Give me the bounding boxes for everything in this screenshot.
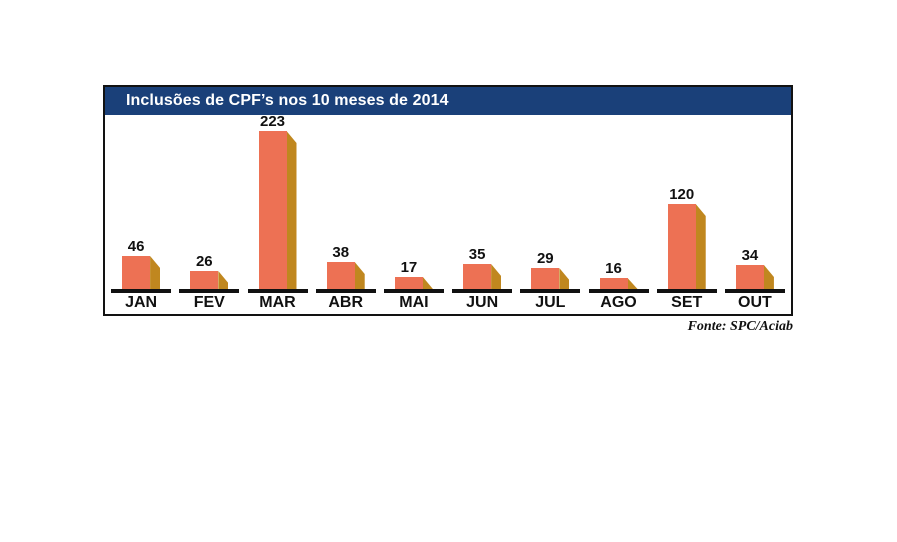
category-label-fev: FEV bbox=[193, 294, 225, 311]
bar-fev bbox=[190, 271, 229, 289]
bar-front-out bbox=[735, 265, 764, 289]
bar-side-mai bbox=[422, 277, 433, 289]
bar-mar bbox=[258, 131, 297, 289]
bar-front-abr bbox=[326, 262, 355, 289]
category-baseline-ago bbox=[588, 289, 649, 293]
source-note: Fonte: SPC/Aciab bbox=[687, 319, 793, 334]
category-jul: 29 JUL bbox=[516, 251, 584, 314]
bar-side-jul bbox=[559, 268, 570, 289]
bar-side-ago bbox=[627, 278, 638, 289]
category-label-set: SET bbox=[671, 294, 703, 311]
category-baseline-mai bbox=[383, 289, 444, 293]
category-label-jan: JAN bbox=[125, 294, 158, 311]
category-set: 120 SET bbox=[653, 187, 721, 314]
bar-front-mai bbox=[394, 277, 423, 289]
category-baseline-jun bbox=[452, 289, 513, 293]
bar-front-fev bbox=[190, 271, 219, 289]
bar-value-label-mai: 17 bbox=[400, 259, 418, 276]
category-label-mar: MAR bbox=[259, 294, 296, 311]
category-ago: 16 AGO bbox=[584, 261, 652, 314]
category-baseline-jan bbox=[111, 289, 172, 293]
bar-value-label-abr: 38 bbox=[332, 244, 350, 261]
category-baseline-mar bbox=[247, 289, 308, 293]
bar-mai bbox=[394, 277, 433, 289]
category-jan: 46 JAN bbox=[107, 239, 175, 314]
category-baseline-set bbox=[656, 289, 717, 293]
category-jun: 35 JUN bbox=[448, 247, 516, 314]
category-baseline-fev bbox=[179, 289, 240, 293]
bar-value-label-set: 120 bbox=[669, 186, 695, 203]
bar-set bbox=[667, 204, 706, 289]
category-mar: 223 MAR bbox=[243, 114, 311, 314]
bar-front-jun bbox=[463, 264, 492, 289]
bar-out bbox=[735, 265, 774, 289]
bar-front-jul bbox=[531, 268, 560, 289]
chart-panel: Inclusões de CPF’s nos 10 meses de 2014 … bbox=[103, 85, 793, 316]
bar-front-ago bbox=[599, 278, 628, 289]
bar-jun bbox=[463, 264, 502, 289]
bar-jan bbox=[122, 256, 161, 289]
category-label-mai: MAI bbox=[399, 294, 429, 311]
bar-value-label-jun: 35 bbox=[468, 246, 486, 263]
category-label-abr: ABR bbox=[328, 294, 364, 311]
category-label-out: OUT bbox=[738, 294, 772, 311]
bar-value-label-mar: 223 bbox=[259, 113, 286, 130]
chart-header: Inclusões de CPF’s nos 10 meses de 2014 bbox=[105, 87, 791, 115]
category-label-jun: JUN bbox=[466, 294, 499, 311]
bar-side-abr bbox=[354, 262, 365, 289]
bar-abr bbox=[326, 262, 365, 289]
category-label-jul: JUL bbox=[535, 294, 566, 311]
chart-title: Inclusões de CPF’s nos 10 meses de 2014 bbox=[126, 92, 449, 109]
bar-ago bbox=[599, 278, 638, 289]
category-baseline-out bbox=[724, 289, 785, 293]
bar-value-label-fev: 26 bbox=[195, 253, 213, 270]
category-fev: 26 FEV bbox=[175, 254, 243, 314]
bar-front-jan bbox=[122, 256, 151, 289]
plot-area: 46 JAN 26 FEV 223 MAR 38 ABR 17 MAI 35 JUN 29 JUL 16 AG… bbox=[105, 114, 791, 314]
bar-front-set bbox=[667, 204, 696, 289]
bar-side-fev bbox=[218, 271, 229, 289]
category-abr: 38 ABR bbox=[312, 245, 380, 314]
category-baseline-jul bbox=[520, 289, 581, 293]
bar-front-mar bbox=[258, 131, 287, 289]
bar-side-mar bbox=[286, 131, 297, 289]
bar-value-label-jan: 46 bbox=[127, 238, 145, 255]
category-mai: 17 MAI bbox=[380, 260, 448, 314]
bar-side-jun bbox=[491, 264, 502, 289]
bar-value-label-jul: 29 bbox=[536, 250, 554, 267]
category-label-ago: AGO bbox=[600, 294, 637, 311]
bar-value-label-ago: 16 bbox=[605, 260, 622, 277]
category-baseline-abr bbox=[315, 289, 376, 293]
bar-side-set bbox=[695, 204, 706, 289]
category-out: 34 OUT bbox=[721, 248, 789, 314]
bar-jul bbox=[531, 268, 570, 289]
bar-side-jan bbox=[150, 256, 161, 289]
bar-side-out bbox=[763, 265, 774, 289]
bar-value-label-out: 34 bbox=[741, 247, 759, 264]
